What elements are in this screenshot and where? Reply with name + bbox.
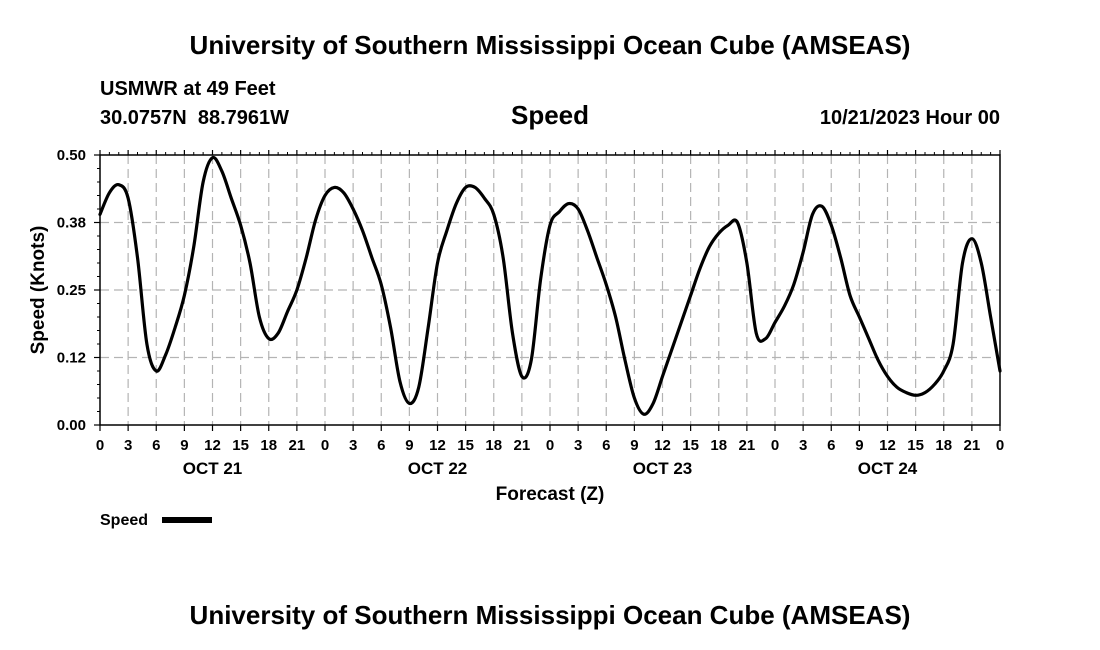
day-labels: OCT 21 OCT 22 OCT 23 OCT 24 [183, 459, 918, 478]
x-tick-label: 15 [457, 437, 474, 454]
x-tick-label: 9 [630, 437, 638, 454]
y-tick-label: 0.25 [57, 282, 86, 299]
x-tick-label: 12 [429, 437, 446, 454]
y-tick-label: 0.38 [57, 215, 86, 232]
y-tick-label: 0.50 [57, 147, 86, 164]
x-tick-label: 6 [602, 437, 610, 454]
x-axis-title: Forecast (Z) [496, 484, 605, 505]
x-tick-label: 12 [204, 437, 221, 454]
y-tick-label: 0.00 [57, 417, 86, 434]
y-tick-label: 0.12 [57, 350, 86, 367]
x-tick-label: 9 [855, 437, 863, 454]
x-tick-label: 0 [996, 437, 1004, 454]
chart-main-title: University of Southern Mississippi Ocean… [190, 30, 911, 60]
x-tick-label: 9 [405, 437, 413, 454]
x-tick-label: 9 [180, 437, 188, 454]
datetime-label: 10/21/2023 Hour 00 [820, 107, 1000, 129]
station-label: USMWR at 49 Feet [100, 78, 276, 100]
x-tick-label: 15 [907, 437, 924, 454]
x-tick-label: 0 [321, 437, 329, 454]
x-tick-label: 18 [710, 437, 727, 454]
x-tick-label: 0 [771, 437, 779, 454]
day-label: OCT 24 [858, 459, 918, 478]
x-tick-label: 12 [879, 437, 896, 454]
x-tick-label: 6 [152, 437, 160, 454]
plot-frame [99, 154, 1001, 426]
x-tick-labels: 0 3 6 9 12 15 18 21 0 3 6 9 12 15 18 21 0 3 6 9 12 15 18 21 0 3 6 9… [96, 437, 1004, 454]
coordinates-label: 30.0757N 88.7961W [100, 107, 289, 129]
x-tick-label: 15 [232, 437, 249, 454]
x-tick-label: 21 [514, 437, 531, 454]
day-label: OCT 22 [408, 459, 468, 478]
day-label: OCT 23 [633, 459, 693, 478]
x-tick-label: 3 [574, 437, 582, 454]
y-axis-title: Speed (Knots) [28, 226, 49, 355]
x-tick-label: 21 [964, 437, 981, 454]
x-tick-label: 21 [739, 437, 756, 454]
x-tick-label: 0 [546, 437, 554, 454]
x-tick-label: 6 [377, 437, 385, 454]
x-tick-label: 15 [682, 437, 699, 454]
legend-label: Speed [100, 512, 148, 529]
x-tick-label: 18 [260, 437, 277, 454]
y-tick-labels: 0.00 0.12 0.25 0.38 0.50 [57, 147, 86, 434]
x-tick-label: 3 [799, 437, 807, 454]
x-tick-label: 3 [124, 437, 132, 454]
x-tick-label: 3 [349, 437, 357, 454]
day-label: OCT 21 [183, 459, 243, 478]
x-tick-label: 21 [289, 437, 306, 454]
speed-series-line [98, 155, 1002, 416]
grid-lines [100, 155, 1000, 425]
x-tick-label: 18 [485, 437, 502, 454]
chart-subtitle: Speed [511, 100, 589, 130]
x-tick-label: 0 [96, 437, 104, 454]
x-tick-label: 12 [654, 437, 671, 454]
x-tick-label: 6 [827, 437, 835, 454]
x-tick-label: 18 [935, 437, 952, 454]
footer-title: University of Southern Mississippi Ocean… [190, 600, 911, 630]
